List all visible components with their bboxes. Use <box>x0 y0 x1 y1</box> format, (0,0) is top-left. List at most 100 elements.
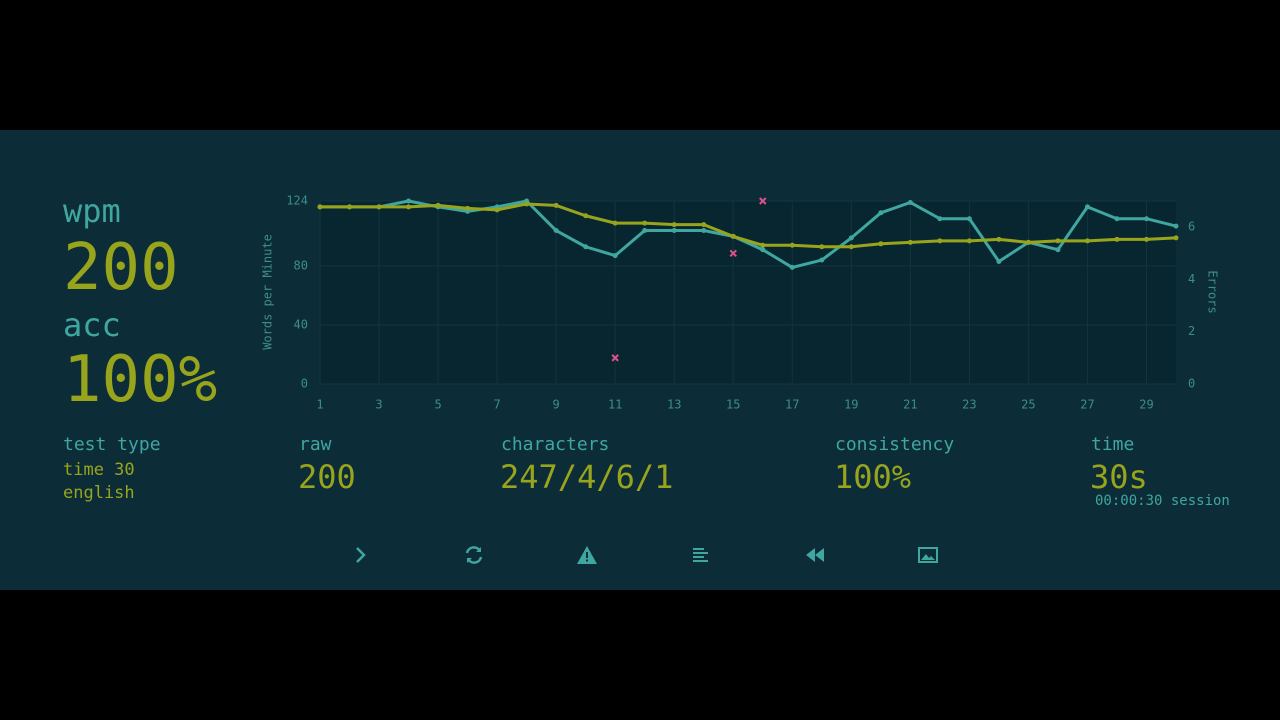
characters-value: 247/4/6/1 <box>500 458 674 496</box>
point <box>1143 216 1149 222</box>
screenshot-button[interactable] <box>916 543 940 567</box>
test-mode: time 30 <box>63 460 135 480</box>
wpm-label: wpm <box>63 192 121 230</box>
raw-value: 200 <box>298 458 356 496</box>
point <box>907 199 913 205</box>
point <box>848 244 854 250</box>
x-tick-label: 9 <box>553 398 560 412</box>
x-tick-label: 21 <box>903 398 917 412</box>
point <box>819 244 825 250</box>
point <box>1143 236 1149 242</box>
time-value: 30s <box>1090 458 1148 496</box>
x-tick-label: 5 <box>434 398 441 412</box>
point <box>1114 216 1120 222</box>
point <box>1173 235 1179 241</box>
point <box>1084 204 1090 210</box>
point <box>583 244 589 250</box>
series-line <box>320 202 1177 249</box>
point <box>553 202 559 208</box>
point <box>1114 236 1120 242</box>
point <box>406 198 412 204</box>
x-tick-label: 29 <box>1139 398 1153 412</box>
wpm-value: 200 <box>63 231 179 305</box>
point <box>819 257 825 263</box>
acc-value: 100% <box>63 343 218 417</box>
y2-tick-label: 4 <box>1188 272 1195 286</box>
point <box>376 204 382 210</box>
point <box>848 235 854 241</box>
point <box>317 204 323 210</box>
test-type-label: test type <box>63 434 161 455</box>
point <box>671 222 677 228</box>
point <box>966 238 972 244</box>
point <box>642 228 648 234</box>
point <box>966 216 972 222</box>
characters-label: characters <box>501 434 610 455</box>
point <box>553 228 559 234</box>
point <box>996 259 1002 265</box>
point <box>642 220 648 226</box>
point <box>701 222 707 228</box>
x-tick-label: 7 <box>493 398 500 412</box>
x-tick-label: 15 <box>726 398 740 412</box>
x-tick-label: 11 <box>608 398 622 412</box>
x-tick-label: 25 <box>1021 398 1035 412</box>
point <box>878 210 884 216</box>
words-history-button[interactable] <box>689 543 713 567</box>
y-tick-label: 124 <box>286 194 308 208</box>
x-tick-label: 3 <box>375 398 382 412</box>
x-tick-label: 17 <box>785 398 799 412</box>
error-marker <box>729 249 737 257</box>
point <box>612 253 618 259</box>
y2-tick-label: 0 <box>1188 377 1195 391</box>
y2-tick-label: 6 <box>1188 220 1195 234</box>
x-tick-label: 27 <box>1080 398 1094 412</box>
point <box>583 213 589 219</box>
point <box>435 202 441 208</box>
point <box>996 236 1002 242</box>
error-marker <box>611 354 619 362</box>
y2-tick-label: 2 <box>1188 324 1195 338</box>
point <box>1173 223 1179 229</box>
session-time: 00:00:30 session <box>1095 493 1230 509</box>
point <box>494 207 500 213</box>
point <box>730 233 736 239</box>
next-test-button[interactable] <box>348 543 372 567</box>
y-tick-label: 80 <box>294 258 308 272</box>
error-marker <box>759 197 767 205</box>
point <box>1055 238 1061 244</box>
point <box>671 228 677 234</box>
point <box>1025 239 1031 245</box>
point <box>760 242 766 248</box>
point <box>406 204 412 210</box>
point <box>1055 247 1061 253</box>
consistency-label: consistency <box>835 434 955 455</box>
point <box>1084 238 1090 244</box>
test-language: english <box>63 483 135 503</box>
point <box>465 205 471 211</box>
y-axis-title: Words per Minute <box>261 234 275 350</box>
plot-area <box>320 201 1176 384</box>
point <box>347 204 353 210</box>
point <box>789 264 795 270</box>
y-tick-label: 0 <box>301 377 308 391</box>
point <box>760 247 766 253</box>
x-tick-label: 23 <box>962 398 976 412</box>
replay-button[interactable] <box>803 543 827 567</box>
point <box>937 216 943 222</box>
raw-label: raw <box>299 434 332 455</box>
x-tick-label: 19 <box>844 398 858 412</box>
y-tick-label: 40 <box>294 317 308 331</box>
x-tick-label: 13 <box>667 398 681 412</box>
time-label: time <box>1091 434 1135 455</box>
x-tick-label: 1 <box>316 398 323 412</box>
restart-button[interactable] <box>462 543 486 567</box>
acc-label: acc <box>63 306 121 344</box>
report-button[interactable] <box>575 543 599 567</box>
point <box>937 238 943 244</box>
point <box>789 242 795 248</box>
point <box>612 220 618 226</box>
consistency-value: 100% <box>834 458 912 496</box>
